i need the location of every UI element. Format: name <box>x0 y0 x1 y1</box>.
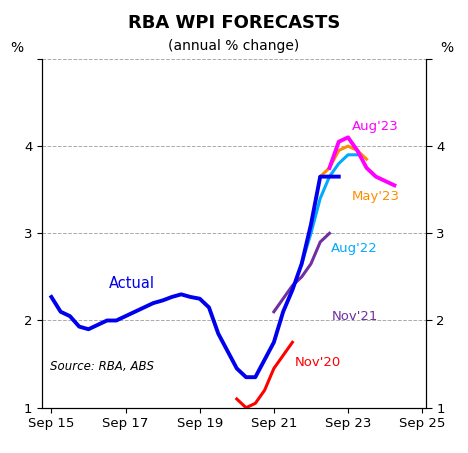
Text: RBA WPI FORECASTS: RBA WPI FORECASTS <box>128 14 340 32</box>
Text: Aug'22: Aug'22 <box>331 242 378 255</box>
Text: (annual % change): (annual % change) <box>168 39 300 53</box>
Text: %: % <box>440 41 453 55</box>
Text: May'23: May'23 <box>352 190 400 203</box>
Text: Nov'21: Nov'21 <box>331 310 378 323</box>
Text: Actual: Actual <box>109 275 155 290</box>
Text: %: % <box>11 41 24 55</box>
Text: Source: RBA, ABS: Source: RBA, ABS <box>50 360 154 373</box>
Text: Aug'23: Aug'23 <box>352 120 398 133</box>
Text: Nov'20: Nov'20 <box>294 356 341 369</box>
